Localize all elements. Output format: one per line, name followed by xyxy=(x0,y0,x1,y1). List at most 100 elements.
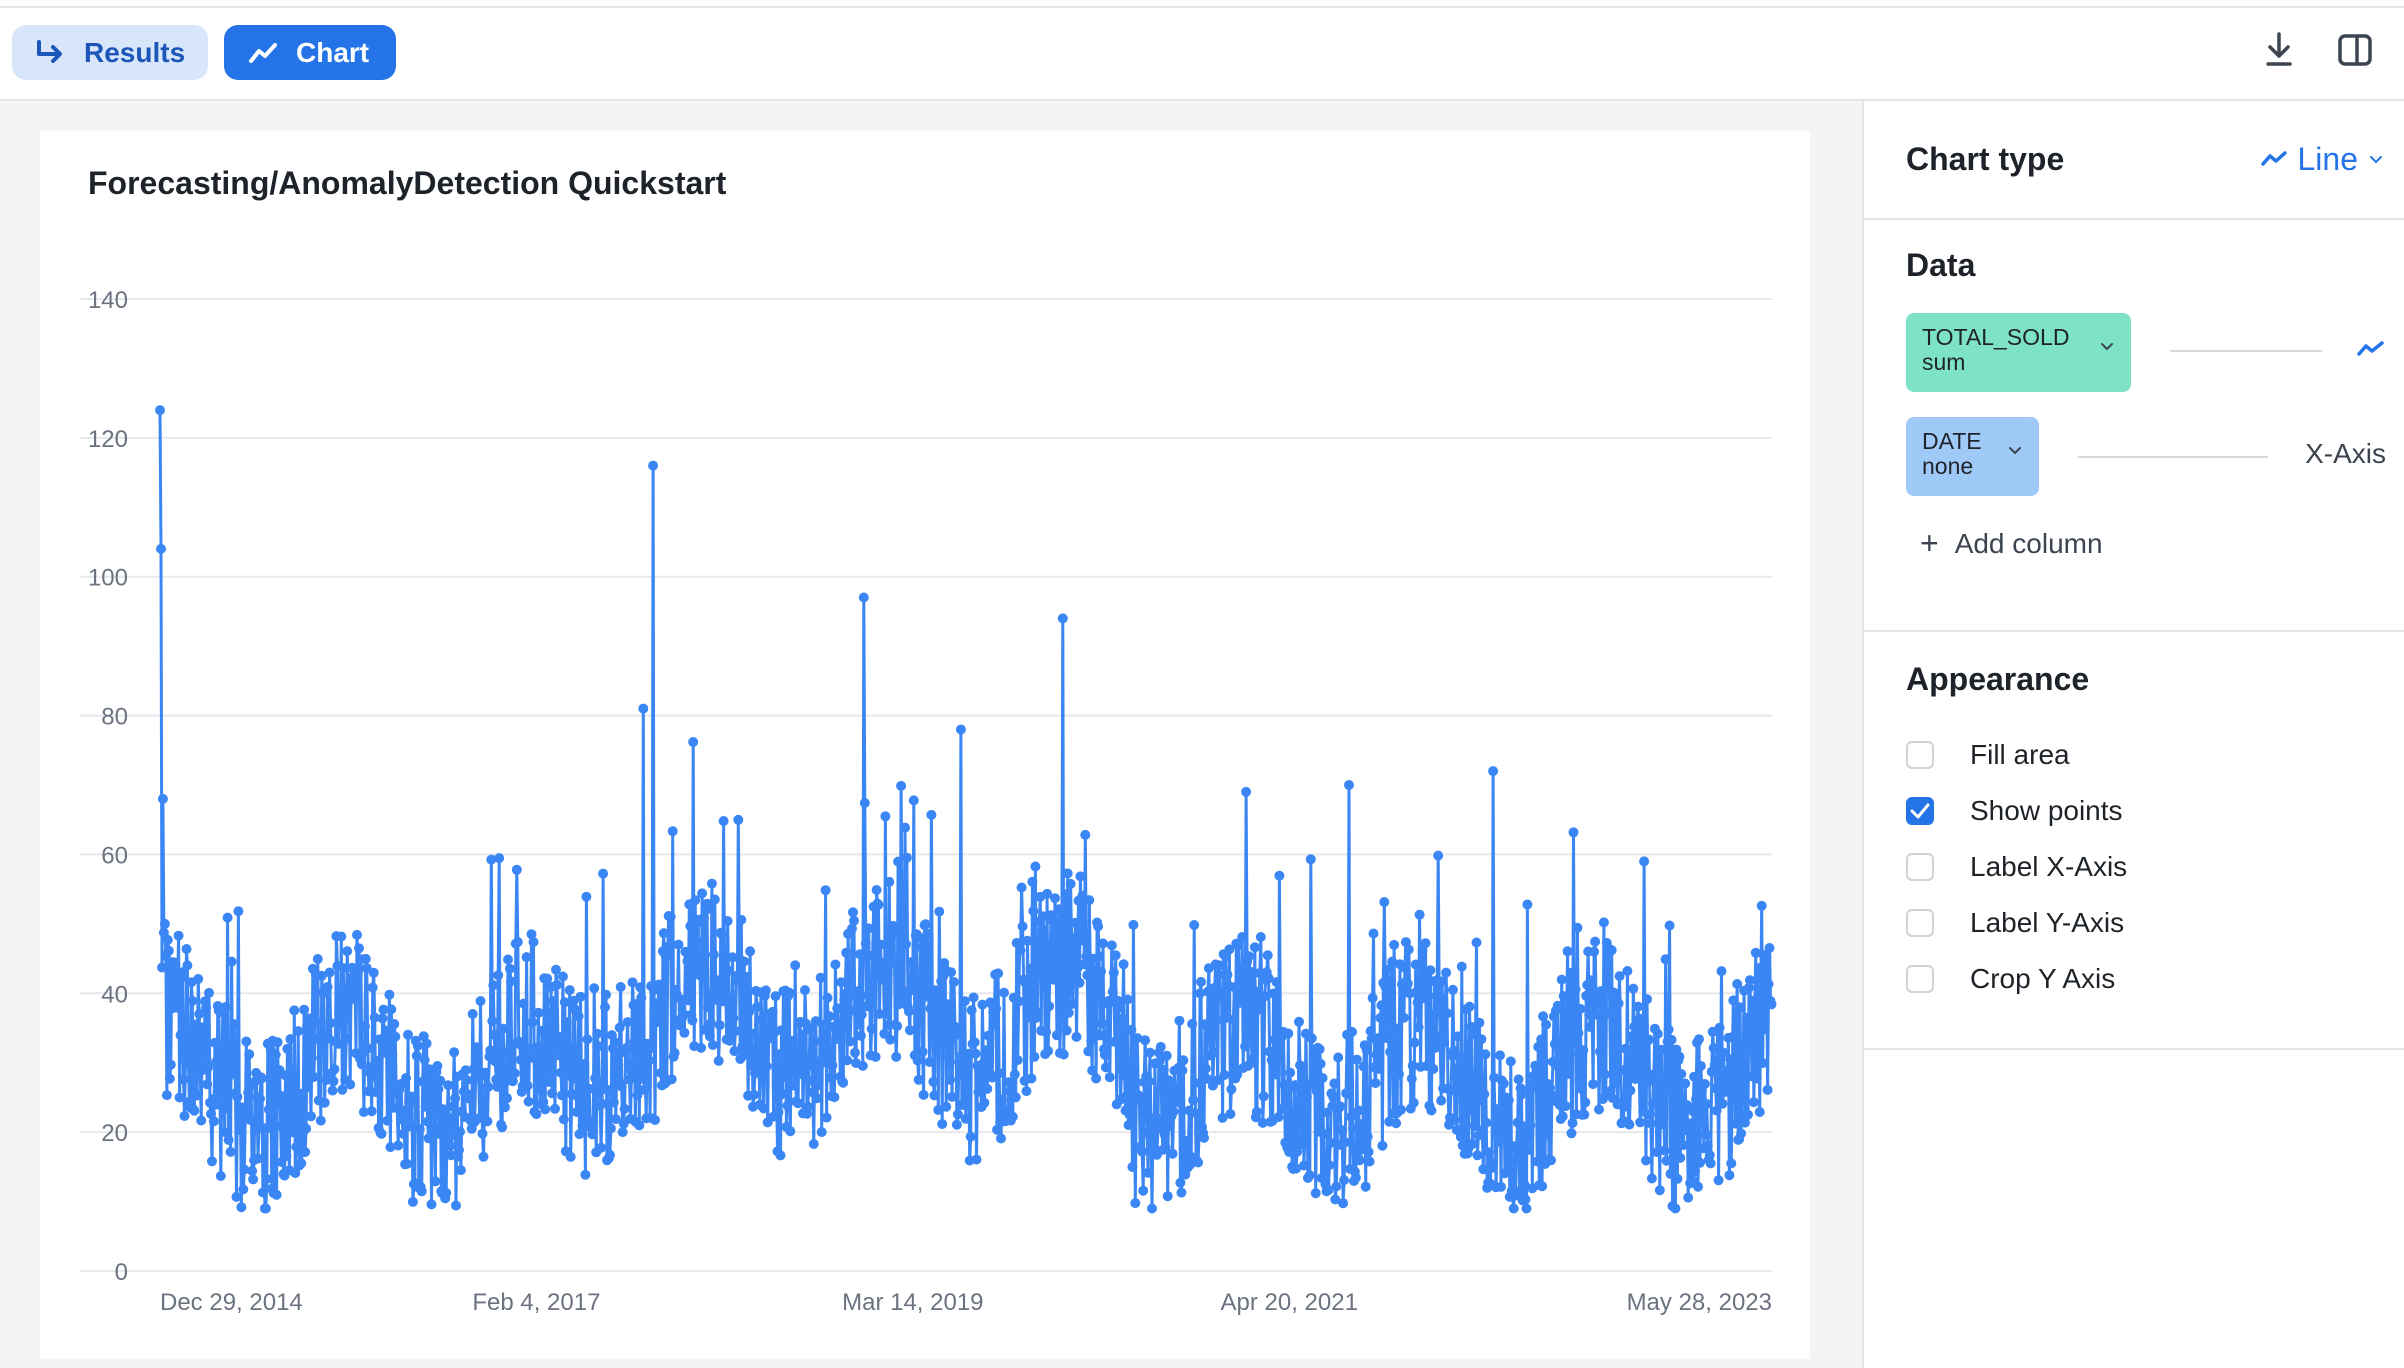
data-point xyxy=(183,1058,194,1068)
label-y-axis-checkbox[interactable] xyxy=(1906,909,1934,937)
data-point xyxy=(1420,938,1431,949)
data-point xyxy=(238,1184,249,1195)
data-point xyxy=(1017,921,1028,932)
data-point xyxy=(982,1083,993,1094)
data-point xyxy=(1613,998,1624,1009)
data-point xyxy=(1217,1112,1228,1123)
chart-tab-button[interactable]: Chart xyxy=(224,25,396,80)
option-label-y-axis[interactable]: Label Y-Axis xyxy=(1906,907,2124,939)
show-points-checkbox[interactable] xyxy=(1906,797,1934,825)
data-point xyxy=(304,1013,314,1024)
results-tab-button[interactable]: Results xyxy=(12,25,208,80)
data-point xyxy=(749,1089,759,1100)
data-point xyxy=(193,974,204,984)
data-point xyxy=(1458,1065,1469,1076)
data-point xyxy=(447,1129,458,1140)
data-point xyxy=(464,1093,475,1103)
option-crop-y-axis[interactable]: Crop Y Axis xyxy=(1906,963,2115,995)
fill-area-checkbox[interactable] xyxy=(1906,741,1934,769)
data-point xyxy=(714,1020,725,1031)
data-point xyxy=(924,1057,935,1067)
option-show-points[interactable]: Show points xyxy=(1906,795,2123,827)
data-point xyxy=(1604,1008,1615,1019)
data-point xyxy=(443,1080,454,1091)
data-point xyxy=(1094,951,1105,962)
data-point xyxy=(1654,1185,1665,1196)
data-point xyxy=(1648,1069,1659,1080)
data-point xyxy=(745,946,756,957)
data-point xyxy=(286,1103,297,1114)
data-point xyxy=(1361,1045,1372,1056)
data-point xyxy=(1764,943,1775,953)
measure-aggregation: sum xyxy=(1922,349,1966,375)
data-point xyxy=(1159,1129,1170,1140)
data-point xyxy=(378,1004,389,1015)
data-point xyxy=(1214,960,1225,971)
data-point xyxy=(1097,1018,1107,1029)
data-point xyxy=(228,1064,239,1075)
data-point xyxy=(965,1131,976,1142)
data-point xyxy=(1508,1203,1519,1214)
data-point xyxy=(271,1189,282,1200)
toolbar-top-edge xyxy=(0,0,2404,8)
data-point xyxy=(558,1114,569,1125)
data-point xyxy=(189,1105,200,1116)
data-point xyxy=(1402,978,1413,989)
chart-type-dropdown[interactable]: Line xyxy=(2260,141,2385,178)
line-chart[interactable]: 0 20 40 60 80 100 120 140 Dec 29, 2014 Feb 4, 201… xyxy=(40,131,1810,1359)
option-fill-area[interactable]: Fill area xyxy=(1906,739,2070,771)
data-point xyxy=(1464,1001,1475,1012)
measure-pill-total-sold[interactable]: TOTAL_SOLD sum xyxy=(1906,313,2131,392)
data-point xyxy=(207,1156,217,1167)
data-point xyxy=(444,1117,455,1128)
data-point xyxy=(1579,1109,1590,1120)
data-point xyxy=(561,1017,572,1028)
data-point xyxy=(1096,966,1106,977)
data-point xyxy=(1599,1069,1610,1080)
data-point xyxy=(1368,928,1379,939)
data-point xyxy=(1461,1053,1472,1064)
data-point xyxy=(1241,786,1252,797)
data-point xyxy=(1304,1170,1315,1181)
data-point xyxy=(1281,1085,1292,1096)
data-point xyxy=(512,937,523,947)
data-point xyxy=(419,1055,430,1065)
data-point xyxy=(385,1142,396,1153)
data-point xyxy=(509,1068,520,1079)
crop-y-axis-checkbox[interactable] xyxy=(1906,965,1934,993)
label-x-axis-checkbox[interactable] xyxy=(1906,853,1934,881)
data-point xyxy=(1695,1061,1706,1071)
data-point xyxy=(934,906,945,917)
data-point xyxy=(401,1073,411,1083)
data-point xyxy=(850,1047,860,1058)
data-point xyxy=(1481,1117,1492,1128)
data-point xyxy=(1196,976,1206,987)
data-point xyxy=(1480,1049,1491,1060)
data-point xyxy=(629,1036,640,1047)
dimension-pill-date[interactable]: DATE none xyxy=(1906,417,2039,496)
download-icon[interactable] xyxy=(2264,30,2294,70)
data-point xyxy=(1531,1067,1542,1078)
data-point xyxy=(1222,969,1233,980)
data-point xyxy=(1635,1117,1646,1128)
data-point xyxy=(306,1052,317,1063)
option-label-x-axis[interactable]: Label X-Axis xyxy=(1906,851,2127,883)
data-point xyxy=(1562,946,1573,957)
line-series-icon[interactable] xyxy=(2356,339,2386,361)
add-column-button[interactable]: + Add column xyxy=(1920,525,2103,562)
data-point xyxy=(1037,924,1048,935)
data-point xyxy=(531,1109,542,1120)
data-point xyxy=(1347,1026,1357,1037)
data-point xyxy=(1338,1198,1349,1209)
data-point xyxy=(993,968,1004,979)
y-tick-label: 80 xyxy=(101,704,128,731)
data-point xyxy=(1075,871,1086,882)
data-point xyxy=(944,1013,955,1023)
split-panel-icon[interactable] xyxy=(2337,30,2373,70)
data-point xyxy=(329,1064,340,1075)
data-point xyxy=(949,977,959,987)
data-point xyxy=(1595,1046,1605,1057)
data-point xyxy=(1726,1158,1737,1169)
data-point xyxy=(1469,1121,1480,1131)
data-point xyxy=(962,1064,973,1075)
